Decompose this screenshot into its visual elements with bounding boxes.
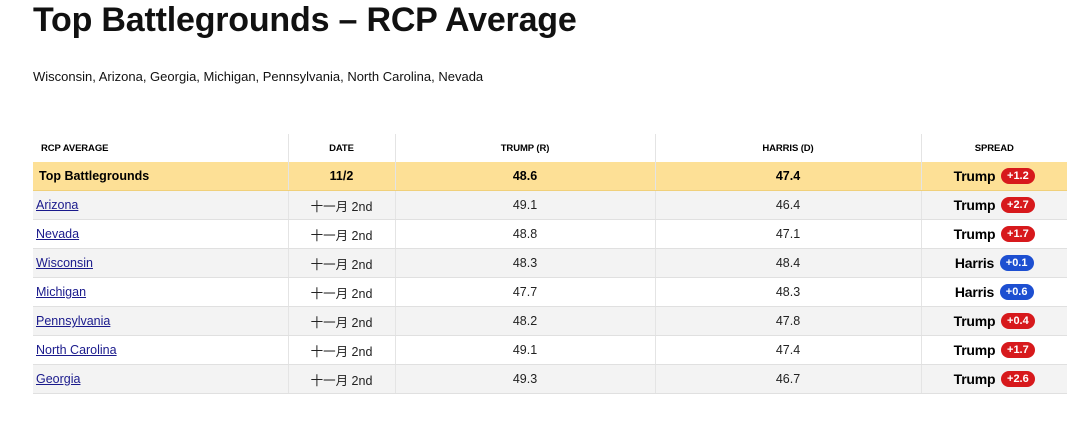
spread-cell: Harris +0.6 [920,277,1067,307]
spread-cell: Trump +1.7 [920,335,1067,365]
trump-cell: 49.3 [394,364,655,394]
spread-leader: Harris [954,284,995,300]
spread-badge: +2.7 [1000,197,1035,213]
date-cell: 十一月 2nd [287,364,395,394]
harris-cell: 46.4 [654,190,921,220]
harris-cell: 46.7 [654,364,921,394]
harris-cell: 48.4 [654,248,921,278]
spread-leader: Trump [953,371,996,387]
state-link[interactable]: Nevada [36,227,80,241]
header-trump: TRUMP (R) [394,134,655,162]
spread-leader: Harris [954,255,995,271]
spread-badge: +1.2 [1000,168,1035,184]
state-cell: Michigan [33,277,288,307]
trump-cell: 49.1 [394,335,655,365]
date-cell: 十一月 2nd [287,248,395,278]
spread-badge: +0.4 [1000,313,1035,329]
trump-cell: 48.3 [394,248,655,278]
state-cell: Nevada [33,219,288,249]
spread-leader: Trump [953,342,996,358]
average-row: Top Battlegrounds 11/2 48.6 47.4 Trump +… [33,162,1067,191]
table-row: Wisconsin 十一月 2nd 48.3 48.4 Harris +0.1 [33,248,1067,278]
harris-cell: 48.3 [654,277,921,307]
date-cell: 十一月 2nd [287,335,395,365]
spread-leader: Trump [953,168,996,184]
table-header-row: RCP AVERAGE DATE TRUMP (R) HARRIS (D) SP… [33,134,1067,162]
trump-cell: 47.7 [394,277,655,307]
spread-badge: +1.7 [1000,342,1035,358]
trump-cell: 48.2 [394,306,655,336]
spread-cell: Trump +2.7 [920,190,1067,220]
spread-badge: +1.7 [1000,226,1035,242]
state-cell: Pennsylvania [33,306,288,336]
table-row: Michigan 十一月 2nd 47.7 48.3 Harris +0.6 [33,277,1067,307]
average-spread: Trump +1.2 [920,162,1067,191]
date-cell: 十一月 2nd [287,277,395,307]
harris-cell: 47.8 [654,306,921,336]
date-cell: 十一月 2nd [287,190,395,220]
state-link[interactable]: Pennsylvania [36,314,111,328]
header-rcp-average: RCP AVERAGE [41,142,109,154]
average-trump: 48.6 [394,162,655,191]
state-link[interactable]: Georgia [36,372,81,386]
page-subtitle: Wisconsin, Arizona, Georgia, Michigan, P… [33,69,484,84]
header-spread: SPREAD [920,134,1067,162]
spread-leader: Trump [953,313,996,329]
average-name: Top Battlegrounds [33,162,288,191]
spread-leader: Trump [953,226,996,242]
date-cell: 十一月 2nd [287,306,395,336]
spread-cell: Trump +2.6 [920,364,1067,394]
state-link[interactable]: North Carolina [36,343,117,357]
spread-badge: +0.1 [999,255,1034,271]
average-date: 11/2 [287,162,395,191]
state-cell: Georgia [33,364,288,394]
table-row: Georgia 十一月 2nd 49.3 46.7 Trump +2.6 [33,364,1067,394]
spread-badge: +0.6 [999,284,1034,300]
page-title: Top Battlegrounds – RCP Average [33,1,577,39]
state-link[interactable]: Michigan [36,285,87,299]
state-link[interactable]: Arizona [36,198,79,212]
table-row: Pennsylvania 十一月 2nd 48.2 47.8 Trump +0.… [33,306,1067,336]
header-harris: HARRIS (D) [654,134,921,162]
state-cell: Arizona [33,190,288,220]
spread-cell: Trump +0.4 [920,306,1067,336]
spread-badge: +2.6 [1000,371,1035,387]
harris-cell: 47.4 [654,335,921,365]
average-harris: 47.4 [654,162,921,191]
spread-cell: Harris +0.1 [920,248,1067,278]
trump-cell: 49.1 [394,190,655,220]
harris-cell: 47.1 [654,219,921,249]
header-date: DATE [287,134,395,162]
trump-cell: 48.8 [394,219,655,249]
state-cell: Wisconsin [33,248,288,278]
table-row: Arizona 十一月 2nd 49.1 46.4 Trump +2.7 [33,190,1067,220]
state-cell: North Carolina [33,335,288,365]
spread-leader: Trump [953,197,996,213]
spread-cell: Trump +1.7 [920,219,1067,249]
state-link[interactable]: Wisconsin [36,256,93,270]
date-cell: 十一月 2nd [287,219,395,249]
rcp-average-table: RCP AVERAGE DATE TRUMP (R) HARRIS (D) SP… [33,134,1067,394]
table-row: Nevada 十一月 2nd 48.8 47.1 Trump +1.7 [33,219,1067,249]
table-row: North Carolina 十一月 2nd 49.1 47.4 Trump +… [33,335,1067,365]
